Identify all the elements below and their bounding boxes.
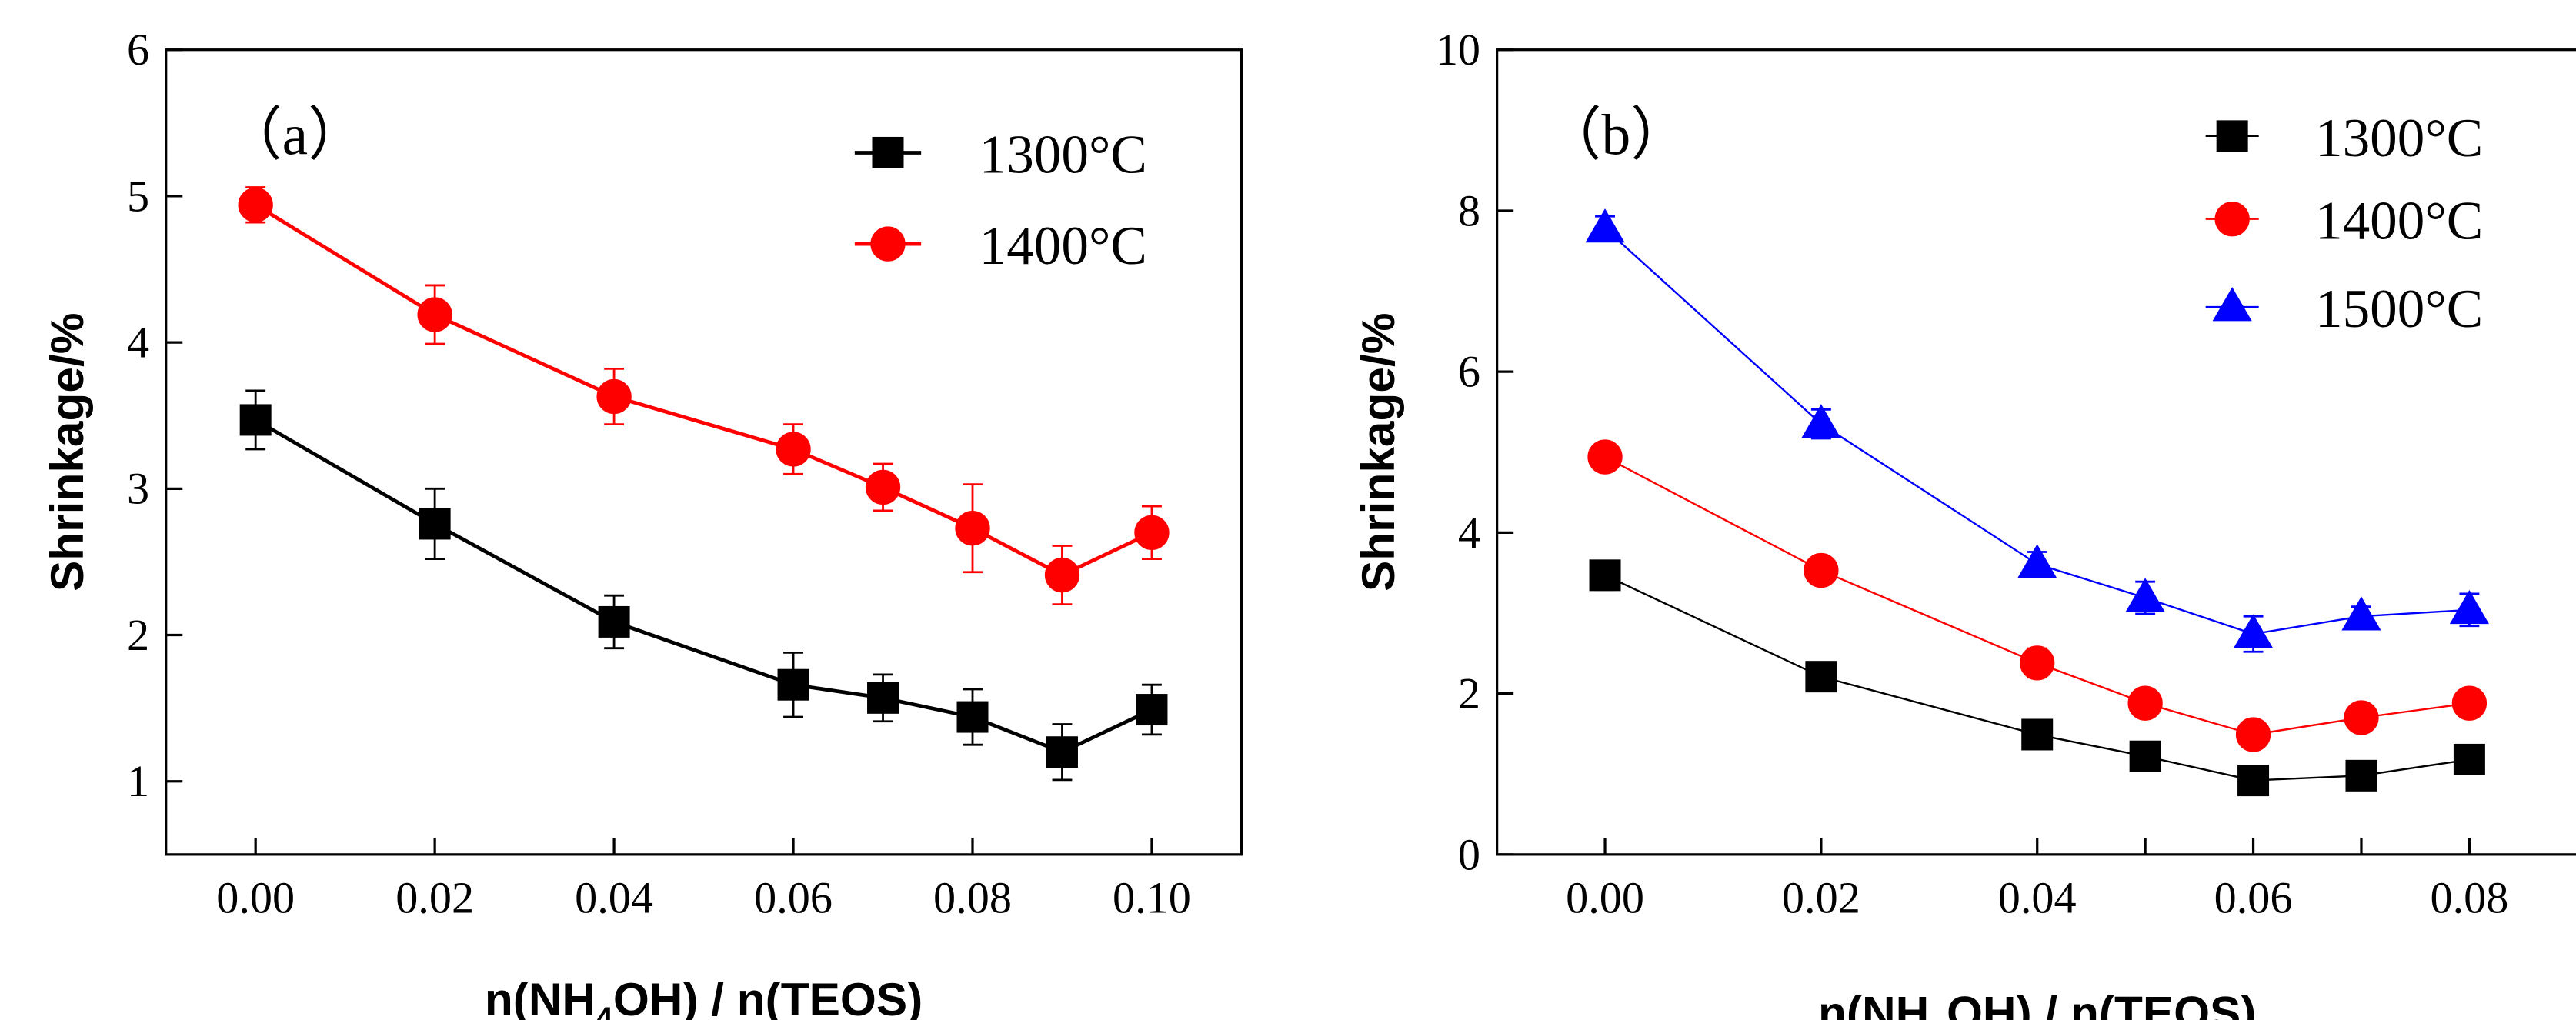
data-point: [2344, 700, 2379, 735]
data-point: [2127, 685, 2163, 721]
data-point: [2341, 596, 2381, 631]
x-tick-label: 0.06: [754, 872, 833, 922]
plot-frame: [165, 48, 1243, 856]
panel-b: 0 2 4 6 8 10 0.00 0.02 0.04 0.06 0.08 （b） Shrinkage/…: [1352, 25, 2576, 1020]
legend-item: 1400°C: [854, 216, 1147, 276]
y-tick-label: 4: [1458, 508, 1480, 558]
data-point: [238, 187, 273, 222]
data-point: [1801, 404, 1841, 438]
data-point: [1044, 557, 1080, 593]
data-point: [2449, 589, 2489, 625]
x-tick-label: 0.02: [395, 872, 474, 922]
legend-item: 1300°C: [2205, 108, 2483, 168]
y-tick-label: 8: [1458, 185, 1480, 235]
data-point: [1046, 736, 1078, 768]
y-tick-label: 6: [1458, 347, 1480, 397]
legend-marker: [872, 136, 904, 168]
legend-label: 1300°C: [2315, 108, 2483, 168]
data-point: [776, 432, 811, 467]
x-tick-label: 0.04: [575, 872, 653, 922]
y-tick-label: 2: [127, 610, 149, 660]
legend-marker: [870, 226, 906, 262]
series-1400: [1587, 439, 2488, 752]
x-axis-title-part: n(NH: [485, 973, 596, 1020]
data-point: [956, 701, 989, 733]
y-axis-title: Shrinkage/%: [1352, 313, 1404, 592]
data-point: [777, 668, 809, 701]
data-point: [2237, 765, 2270, 797]
legend-item: 1400°C: [2205, 192, 2483, 252]
legend-label: 1400°C: [979, 216, 1147, 276]
data-point: [867, 682, 899, 714]
x-axis-title-part: n(NH: [1818, 986, 1929, 1020]
y-tick-label: 5: [127, 171, 149, 221]
x-tick-label: 0.10: [1113, 872, 1191, 922]
data-point: [1589, 559, 1621, 592]
data-point: [1805, 661, 1837, 693]
x-tick-label: 0.00: [216, 872, 295, 922]
x-tick-label: 0.04: [1998, 872, 2077, 922]
figure-root: 1 2 3 4 5 6 0.00 0.02 0.04 0.06 0.08 0.10 （a） Shrinka…: [41, 25, 2576, 1020]
legend-marker: [2214, 202, 2250, 237]
series-line: [254, 418, 1153, 755]
data-point: [2345, 759, 2377, 792]
x-tick-label: 0.06: [2214, 872, 2293, 922]
data-point: [417, 297, 452, 332]
series-1400: [238, 186, 1170, 606]
legend-marker: [2216, 120, 2248, 152]
x-axis-title-subscript: 4: [1929, 1014, 1947, 1020]
series-1500: [1585, 208, 2489, 653]
legend-item: 1300°C: [854, 125, 1147, 185]
data-point: [1136, 694, 1168, 726]
data-point: [1134, 515, 1170, 551]
x-axis-title-part: OH) / n(TEOS): [1947, 986, 2256, 1020]
series-1300: [239, 389, 1168, 782]
x-tick-label: 0.02: [1782, 872, 1860, 922]
legend-label: 1400°C: [2315, 192, 2483, 252]
y-tick-label: 1: [127, 756, 149, 806]
legend-item: 1500°C: [2205, 279, 2483, 339]
data-point: [2021, 718, 2054, 751]
data-point: [419, 508, 451, 540]
data-point: [2453, 743, 2485, 775]
data-point: [2235, 717, 2271, 752]
panel-a: 1 2 3 4 5 6 0.00 0.02 0.04 0.06 0.08 0.10 （a） Shrinka…: [41, 25, 1243, 1020]
series-1300: [1589, 559, 2485, 797]
legend-marker: [2212, 287, 2252, 322]
y-tick-label: 3: [127, 464, 149, 514]
data-point: [2125, 578, 2165, 612]
y-axis-title: Shrinkage/%: [41, 313, 93, 592]
legend-label: 1500°C: [2315, 279, 2483, 339]
data-point: [2020, 645, 2055, 681]
data-point: [2129, 740, 2161, 772]
data-point: [2017, 544, 2057, 578]
x-axis-title-part: OH) / n(TEOS): [613, 973, 923, 1020]
data-point: [2233, 614, 2274, 648]
panel-label: （a）: [224, 104, 365, 168]
data-point: [955, 511, 990, 546]
series-line: [1604, 456, 2470, 736]
y-tick-label: 0: [1458, 829, 1480, 879]
data-point: [598, 605, 630, 638]
data-point: [1585, 208, 1625, 243]
x-axis-title: n(NH4OH) / n(TEOS): [485, 973, 923, 1020]
x-axis-title-subscript: 4: [596, 1000, 613, 1020]
data-point: [1804, 552, 1839, 588]
legend-label: 1300°C: [979, 125, 1147, 185]
y-tick-label: 10: [1436, 25, 1480, 75]
data-point: [865, 469, 901, 505]
y-tick-label: 6: [127, 25, 149, 75]
y-tick-label: 2: [1458, 668, 1480, 718]
data-point: [596, 378, 632, 415]
data-point: [2451, 685, 2488, 721]
panel-label: （b）: [1543, 104, 1689, 168]
x-tick-label: 0.00: [1566, 872, 1644, 922]
x-axis-title: n(NH4OH) / n(TEOS): [1818, 986, 2256, 1020]
y-tick-label: 4: [127, 318, 149, 368]
data-point: [1587, 439, 1623, 475]
data-point: [239, 404, 272, 436]
x-tick-label: 0.08: [2430, 872, 2508, 922]
x-tick-label: 0.08: [933, 872, 1012, 922]
